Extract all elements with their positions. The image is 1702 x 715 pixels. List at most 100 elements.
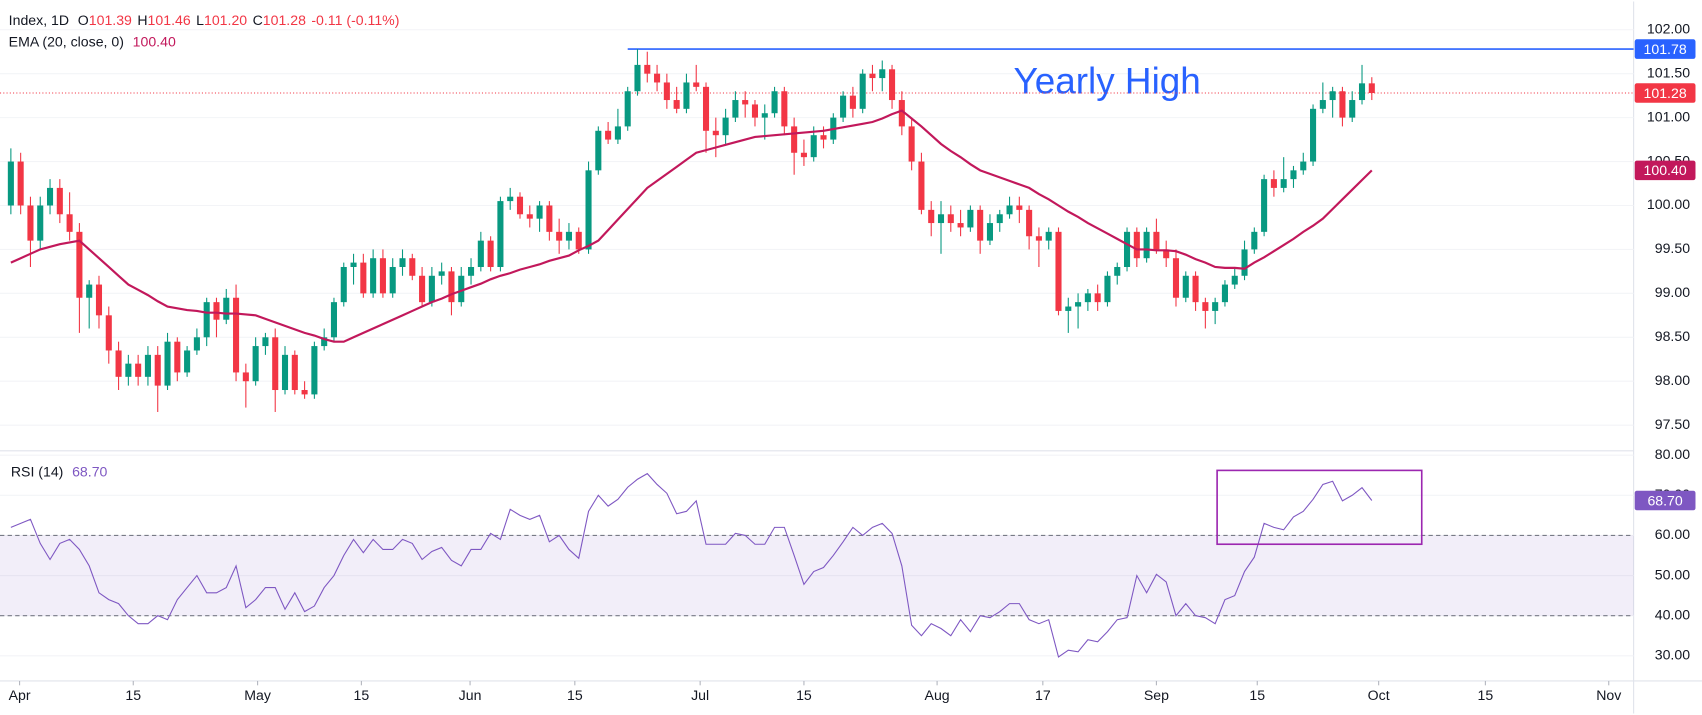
candle-body [1339, 91, 1346, 118]
candle-body [810, 135, 817, 158]
header-item: H [137, 12, 147, 28]
y-tick-label: 97.50 [1655, 416, 1690, 432]
candle-body [937, 214, 945, 224]
candle-body [1251, 231, 1258, 250]
candle-body [448, 271, 455, 303]
price-badge [1634, 83, 1696, 103]
candle-body [125, 363, 132, 377]
candle-body [1241, 249, 1248, 276]
candle-body [791, 126, 798, 153]
y-tick-label: 100.00 [1647, 196, 1690, 212]
y-tick-label: 98.50 [1655, 328, 1690, 344]
candle-body [1094, 293, 1101, 303]
candle-body [898, 100, 905, 127]
x-tick-label: Aug [925, 687, 950, 703]
candle-body [350, 262, 357, 267]
candle-body [419, 275, 426, 303]
candle-body [800, 152, 807, 158]
x-tick-label: 15 [567, 687, 583, 703]
candle-body [644, 64, 651, 74]
candle-body [879, 69, 886, 79]
x-tick-label: 17 [1035, 687, 1051, 703]
candle-body [56, 187, 63, 215]
candle-body [262, 337, 269, 347]
rsi-band [0, 535, 1634, 616]
candle-body [1329, 91, 1336, 101]
candle-body [37, 205, 44, 241]
candle-body [575, 231, 582, 250]
header-item: O [78, 12, 89, 28]
header-rsi: RSI (14) 68.70 [11, 463, 108, 479]
candle-body [673, 100, 680, 109]
candle-body [95, 284, 103, 316]
candle-body [1202, 302, 1209, 311]
rsi-line [10, 472, 1373, 658]
candle-body [1153, 231, 1160, 250]
y-tick-label: 98.00 [1655, 372, 1690, 388]
candle-body [1212, 302, 1219, 311]
candle-body [1182, 275, 1189, 298]
candle-body [693, 82, 700, 87]
candle-body [428, 275, 435, 303]
axis-layer: 97.5098.0098.5099.0099.50100.00100.50101… [9, 20, 1696, 703]
x-tick-label: 15 [1478, 687, 1494, 703]
y-tick-label: 80.00 [1655, 446, 1690, 462]
candle-body [223, 297, 230, 320]
candle-body [1133, 231, 1140, 259]
header-item: EMA (20, close, 0) [9, 33, 124, 49]
candle-body [1231, 275, 1238, 285]
candle-body [869, 73, 876, 79]
candle-body [889, 69, 896, 101]
candle-body [340, 266, 347, 303]
header-item: 101.46 [148, 12, 191, 28]
header-item: 100.40 [133, 33, 176, 49]
candle-body [771, 91, 778, 114]
candle-body [301, 390, 308, 395]
x-tick-label: 15 [796, 687, 812, 703]
x-tick-label: May [244, 687, 272, 703]
candle-body [1319, 100, 1326, 109]
header-ohlc: Index, 1D O101.39 H101.46 L101.20 C101.28 -0.… [9, 12, 400, 28]
candle-body [977, 209, 984, 241]
y-tick-label: 102.00 [1647, 20, 1690, 36]
candle-body [7, 161, 14, 206]
candle-body [281, 354, 289, 391]
candle-body [144, 354, 151, 377]
candle-body [360, 262, 367, 294]
candle-body [761, 113, 768, 118]
price-badge [1634, 160, 1696, 181]
candle-body [311, 346, 318, 395]
candle-body [526, 214, 533, 219]
candle-body [1084, 293, 1091, 303]
header-item: 101.39 [89, 12, 132, 28]
candle-body [184, 350, 191, 373]
candle-body [1055, 231, 1062, 311]
candle-body [330, 302, 338, 338]
candle-body [595, 130, 602, 171]
candle-body [1270, 179, 1277, 188]
candle-body [203, 302, 210, 338]
candle-body [213, 302, 220, 320]
candle-body [438, 271, 445, 276]
candle-body [605, 130, 612, 140]
candle-body [272, 337, 279, 391]
candle-body [1163, 249, 1170, 259]
header-item: 68.70 [72, 463, 107, 479]
header-item: C [253, 12, 263, 28]
candle-body [546, 205, 553, 232]
candle-body [115, 350, 122, 377]
candle-body [174, 341, 181, 373]
candle-body [154, 354, 161, 386]
candle-body [135, 363, 142, 377]
price-badge [1634, 39, 1696, 59]
candle-body [105, 315, 112, 351]
candle-body [565, 231, 572, 241]
candle-body [1349, 100, 1356, 118]
y-tick-label: 101.00 [1647, 108, 1690, 124]
candle-body [918, 161, 925, 210]
header-item: 101.20 [204, 12, 247, 28]
y-tick-label: 60.00 [1655, 526, 1690, 542]
candle-body [399, 258, 406, 267]
x-tick-label: Apr [9, 687, 31, 703]
